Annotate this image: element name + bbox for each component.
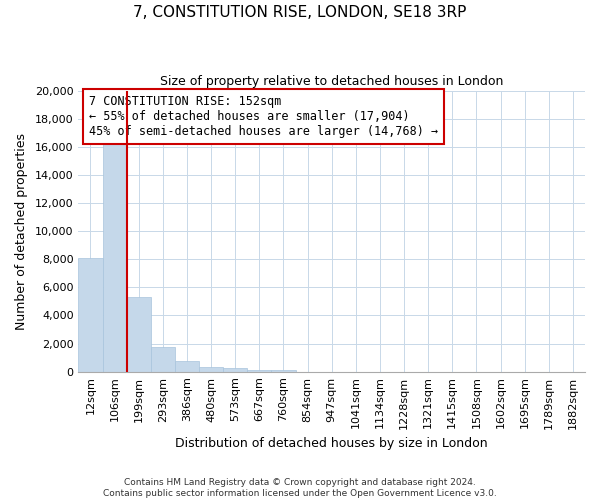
Title: Size of property relative to detached houses in London: Size of property relative to detached ho… <box>160 75 503 88</box>
Bar <box>175 361 199 372</box>
Bar <box>127 297 151 372</box>
Bar <box>247 370 271 372</box>
Text: 7 CONSTITUTION RISE: 152sqm
← 55% of detached houses are smaller (17,904)
45% of: 7 CONSTITUTION RISE: 152sqm ← 55% of det… <box>89 95 437 138</box>
Bar <box>199 368 223 372</box>
Bar <box>103 140 127 372</box>
Bar <box>79 258 103 372</box>
Bar <box>223 368 247 372</box>
Bar <box>271 370 296 372</box>
X-axis label: Distribution of detached houses by size in London: Distribution of detached houses by size … <box>175 437 488 450</box>
Text: Contains HM Land Registry data © Crown copyright and database right 2024.
Contai: Contains HM Land Registry data © Crown c… <box>103 478 497 498</box>
Text: 7, CONSTITUTION RISE, LONDON, SE18 3RP: 7, CONSTITUTION RISE, LONDON, SE18 3RP <box>133 5 467 20</box>
Y-axis label: Number of detached properties: Number of detached properties <box>15 132 28 330</box>
Bar <box>151 347 175 372</box>
